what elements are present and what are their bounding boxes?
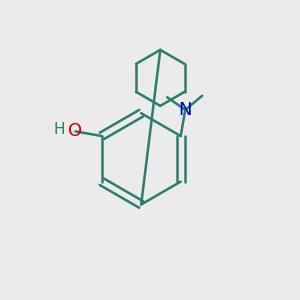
Text: H: H [54,122,65,137]
Text: O: O [68,122,83,140]
Text: N: N [178,101,192,119]
